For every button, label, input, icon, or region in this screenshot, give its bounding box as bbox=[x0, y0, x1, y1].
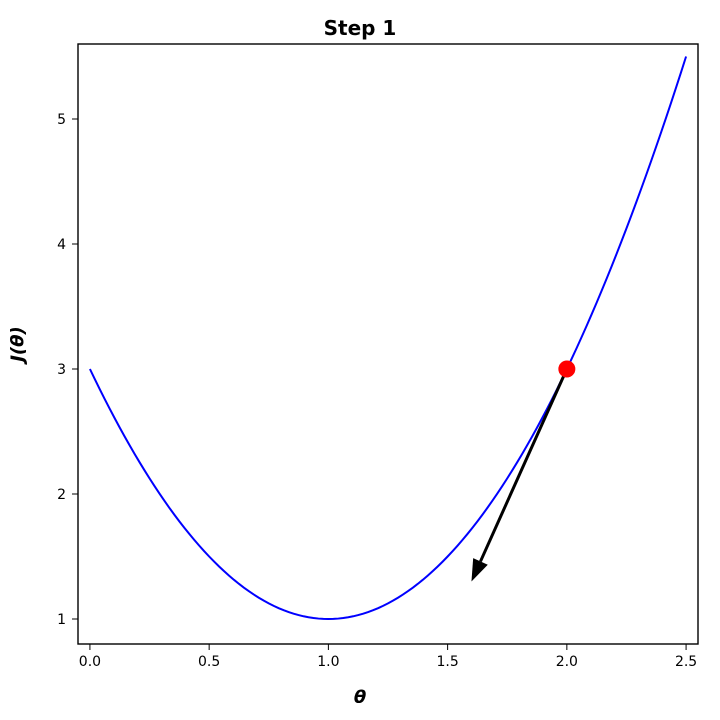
y-tick-label: 1 bbox=[57, 612, 66, 628]
x-tick-label: 2.0 bbox=[556, 654, 578, 670]
y-tick-label: 5 bbox=[57, 112, 66, 128]
chart-svg: 0.0 0.5 1.0 1.5 2.0 2.5 1 2 3 4 5 bbox=[0, 0, 720, 720]
x-tick-label: 1.5 bbox=[436, 654, 458, 670]
figure: Step 1 0.0 0.5 1.0 1.5 2.0 2.5 1 2 3 4 5 θ J(θ) bbox=[0, 0, 720, 720]
y-tick-label: 4 bbox=[57, 237, 66, 253]
x-tick-label: 0.5 bbox=[198, 654, 220, 670]
curve bbox=[90, 57, 686, 620]
plot-border bbox=[78, 44, 698, 644]
gradient-arrow-head bbox=[471, 558, 487, 581]
chart-title: Step 1 bbox=[0, 16, 720, 40]
gradient-arrow-shaft bbox=[480, 369, 566, 561]
current-point bbox=[559, 361, 575, 377]
x-axis-label: θ bbox=[0, 687, 720, 708]
x-tick-label: 0.0 bbox=[79, 654, 101, 670]
y-tick-label: 3 bbox=[57, 362, 66, 378]
y-axis-label: J(θ) bbox=[8, 326, 29, 362]
x-tick-label: 1.0 bbox=[317, 654, 339, 670]
y-tick-label: 2 bbox=[57, 487, 66, 503]
x-tick-label: 2.5 bbox=[675, 654, 697, 670]
